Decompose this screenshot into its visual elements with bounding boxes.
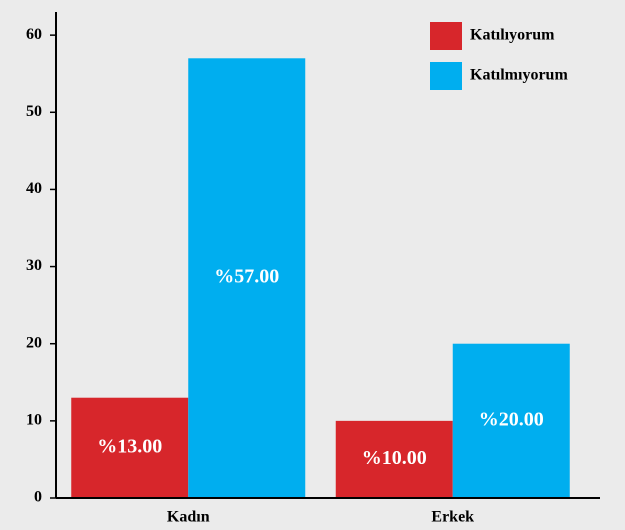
y-tick-label: 40 — [26, 180, 42, 197]
value-label: %57.00 — [214, 266, 279, 288]
legend-label: Katılıyorum — [470, 27, 555, 44]
y-tick-label: 50 — [26, 103, 42, 120]
value-label: %10.00 — [362, 447, 427, 469]
bar — [335, 420, 453, 498]
bar — [188, 58, 306, 499]
y-tick-label: 10 — [26, 412, 42, 429]
y-tick-label: 60 — [26, 26, 42, 43]
bar — [452, 343, 570, 498]
value-label: %13.00 — [97, 435, 162, 457]
legend-swatch — [430, 62, 462, 90]
x-tick-label: Erkek — [431, 509, 474, 526]
legend-label: Katılmıyorum — [470, 67, 568, 84]
value-label: %20.00 — [479, 408, 544, 430]
y-tick-label: 20 — [26, 334, 42, 351]
y-tick-label: 0 — [34, 489, 42, 506]
x-tick-label: Kadın — [167, 509, 210, 526]
bar — [71, 397, 189, 498]
legend-swatch — [430, 22, 462, 50]
y-tick-label: 30 — [26, 257, 42, 274]
